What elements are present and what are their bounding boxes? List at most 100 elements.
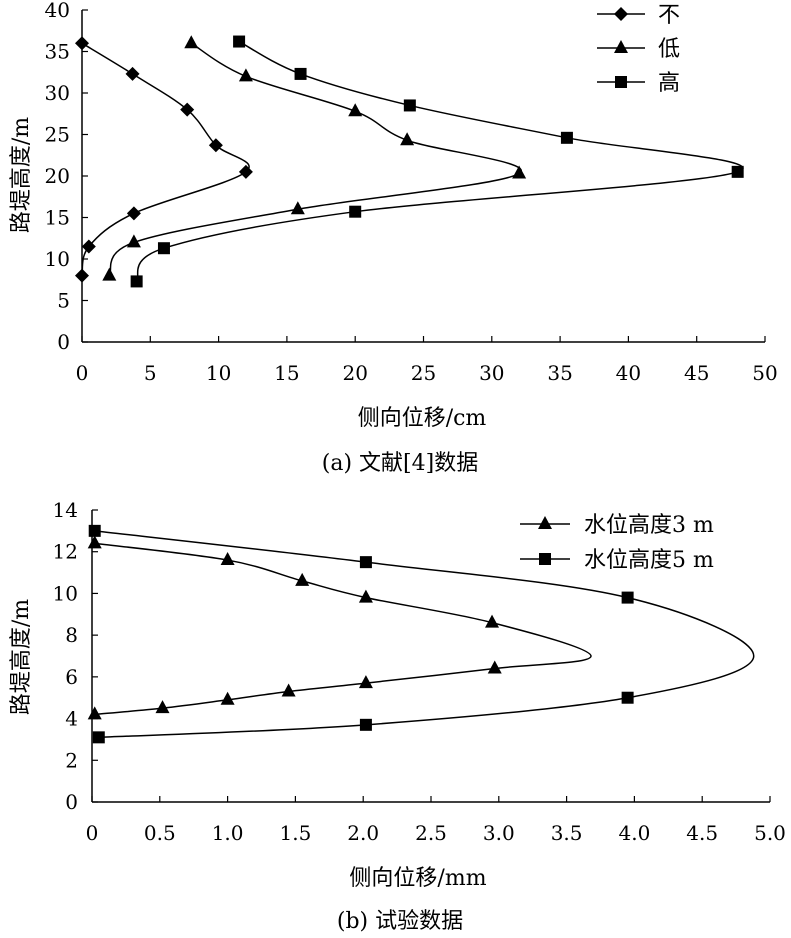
chart-b-x-tick-label: 0	[86, 821, 99, 845]
chart-b-data-point	[487, 660, 502, 674]
chart-a-data-point	[126, 234, 141, 248]
chart-a-x-tick-label: 20	[342, 361, 367, 385]
chart-b-y-tick-label: 8	[65, 623, 78, 647]
chart-b-data-point	[358, 675, 373, 689]
chart-b: 0 0.5 1.0 1.5 2.0 2.5 3.0 3.5 4.0 4.5 5.0 0 2 4 6 8 10 12…	[9, 498, 786, 934]
chart-b-data-point	[88, 524, 101, 537]
chart-b-data-point	[220, 552, 235, 566]
chart-a-legend-marker	[614, 7, 628, 21]
chart-a-data-point	[731, 165, 744, 178]
chart-b-series-line-1	[94, 542, 592, 716]
chart-a-data-point	[560, 131, 573, 144]
chart-a-x-axis-label: 侧向位移/cm	[358, 406, 487, 431]
chart-a-data-point	[403, 99, 416, 112]
chart-a-y-tick-label: 15	[45, 206, 70, 230]
chart-a-data-point	[233, 35, 246, 48]
chart-a-y-axis-label: 路堤高度/m	[9, 117, 34, 233]
chart-b-y-tick-label: 12	[53, 540, 78, 564]
chart-a-data-point	[102, 267, 117, 281]
chart-a-x-tick-label: 15	[274, 361, 299, 385]
chart-b-data-point	[220, 691, 235, 705]
chart-a-legend: 不低高	[597, 3, 680, 96]
chart-b-x-tick-label: 1.5	[279, 821, 311, 845]
chart-a-y-tick-label: 25	[45, 123, 70, 147]
chart-a-x-tick-label: 10	[206, 361, 231, 385]
chart-a-series-line-1	[81, 42, 250, 276]
chart-b-data-point	[359, 718, 372, 731]
chart-a-y-tick-label: 10	[45, 247, 70, 271]
chart-a-data-point	[290, 201, 305, 215]
chart-a-y-tick-label: 20	[45, 164, 70, 188]
chart-b-y-tick-label: 10	[53, 581, 78, 605]
chart-a-legend-marker	[615, 76, 627, 88]
chart-b-x-tick-label: 4.0	[618, 821, 650, 845]
chart-a-data-point	[180, 102, 195, 117]
chart-a-data-point	[349, 205, 362, 218]
chart-b-y-tick-label: 6	[65, 665, 78, 689]
chart-b-legend: 水位高度3 m 水位高度5 m	[520, 513, 714, 573]
chart-b-y-axis-label: 路堤高度/m	[9, 599, 34, 715]
chart-b-y-tick-label: 0	[65, 790, 78, 814]
chart-a-x-tick-label: 45	[684, 361, 709, 385]
chart-b-x-tick-label: 0.5	[144, 821, 176, 845]
chart-b-data-point	[87, 535, 102, 549]
chart-a-data-point	[208, 138, 223, 153]
chart-b-data-point	[87, 706, 102, 720]
chart-b-data-point	[621, 691, 634, 704]
chart-b-x-tick-label: 2.5	[415, 821, 447, 845]
chart-a-y-tick-label: 30	[45, 81, 70, 105]
chart-a-data-point	[184, 35, 199, 49]
chart-b-x-tick-label: 3.5	[551, 821, 583, 845]
chart-b-legend-label: 水位高度5 m	[584, 548, 714, 573]
chart-a-y-tick-label: 40	[45, 0, 70, 22]
chart-b-data-point	[358, 589, 373, 603]
chart-a-series-line-3	[135, 40, 744, 282]
chart-b-x-axis-label: 侧向位移/mm	[349, 866, 486, 891]
chart-a-y-tick-label: 35	[45, 40, 70, 64]
chart-b-legend-marker	[538, 516, 552, 529]
chart-b-x-tick-label: 5.0	[754, 821, 786, 845]
chart-b-data-point	[359, 556, 372, 569]
chart-a-legend-marker	[614, 40, 628, 53]
chart-b-legend-label: 水位高度3 m	[584, 513, 714, 538]
chart-b-y-tick-label: 2	[65, 748, 78, 772]
chart-a-y-tick-label: 5	[57, 289, 70, 313]
chart-b-x-tick-label: 1.0	[212, 821, 244, 845]
chart-a: 0 5 10 15 20 25 30 35 40 45 50 0 5 10 15 20 25 30 35 40 侧向位…	[9, 0, 778, 476]
chart-a-data-point	[294, 67, 307, 80]
chart-b-x-tick-label: 4.5	[686, 821, 718, 845]
chart-b-data-point	[485, 614, 500, 628]
chart-a-x-tick-label: 35	[547, 361, 572, 385]
chart-a-data-point	[81, 239, 96, 254]
chart-a-x-tick-label: 25	[411, 361, 436, 385]
chart-a-data-point	[238, 68, 253, 82]
chart-a-data-point	[400, 132, 415, 146]
chart-a-x-tick-label: 0	[76, 361, 89, 385]
chart-a-data-point	[157, 242, 170, 255]
chart-a-data-point	[130, 275, 143, 288]
chart-a-legend-label: 不	[658, 3, 680, 28]
chart-a-data-point	[125, 66, 140, 81]
chart-a-data-point	[75, 268, 89, 283]
chart-a-data-point	[348, 103, 363, 117]
chart-b-x-tick-label: 3.0	[483, 821, 515, 845]
chart-a-data-point	[512, 165, 527, 179]
chart-b-data-point	[155, 700, 170, 714]
chart-a-data-point	[75, 36, 89, 51]
chart-b-data-point	[621, 591, 634, 604]
chart-b-y-tick-label: 14	[53, 498, 78, 522]
chart-a-data-point	[238, 164, 253, 179]
chart-b-x-tick-label: 2.0	[347, 821, 379, 845]
chart-a-x-tick-label: 30	[479, 361, 504, 385]
chart-b-y-tick-label: 4	[65, 707, 78, 731]
chart-a-x-tick-label: 5	[144, 361, 157, 385]
chart-a-x-tick-label: 40	[616, 361, 641, 385]
chart-a-x-tick-label: 50	[752, 361, 777, 385]
chart-b-data-point	[281, 683, 296, 697]
chart-a-caption: (a) 文献[4]数据	[322, 451, 478, 476]
chart-b-data-point	[92, 731, 105, 744]
chart-a-y-tick-label: 0	[57, 330, 70, 354]
chart-b-data-point	[295, 572, 310, 586]
chart-a-legend-label: 高	[658, 71, 680, 96]
